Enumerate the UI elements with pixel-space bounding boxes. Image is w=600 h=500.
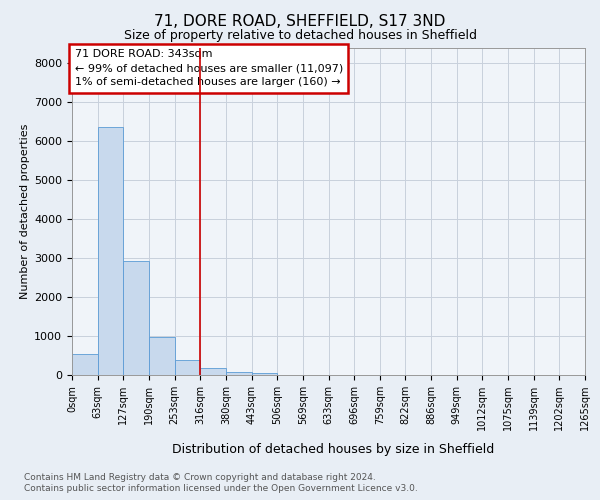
Bar [226,372,251,375]
Bar [124,261,149,375]
Text: 71 DORE ROAD: 343sqm
← 99% of detached houses are smaller (11,097)
1% of semi-de: 71 DORE ROAD: 343sqm ← 99% of detached h… [74,49,343,87]
Y-axis label: Number of detached properties: Number of detached properties [20,124,30,299]
Text: Contains public sector information licensed under the Open Government Licence v3: Contains public sector information licen… [24,484,418,493]
Bar [200,368,226,375]
Text: 71, DORE ROAD, SHEFFIELD, S17 3ND: 71, DORE ROAD, SHEFFIELD, S17 3ND [154,14,446,29]
Bar [149,337,175,375]
Bar [175,360,200,375]
Bar [251,373,277,375]
Text: Distribution of detached houses by size in Sheffield: Distribution of detached houses by size … [172,442,494,456]
Text: Contains HM Land Registry data © Crown copyright and database right 2024.: Contains HM Land Registry data © Crown c… [24,472,376,482]
Bar [98,128,124,375]
Bar [72,354,98,375]
Text: Size of property relative to detached houses in Sheffield: Size of property relative to detached ho… [124,29,476,42]
